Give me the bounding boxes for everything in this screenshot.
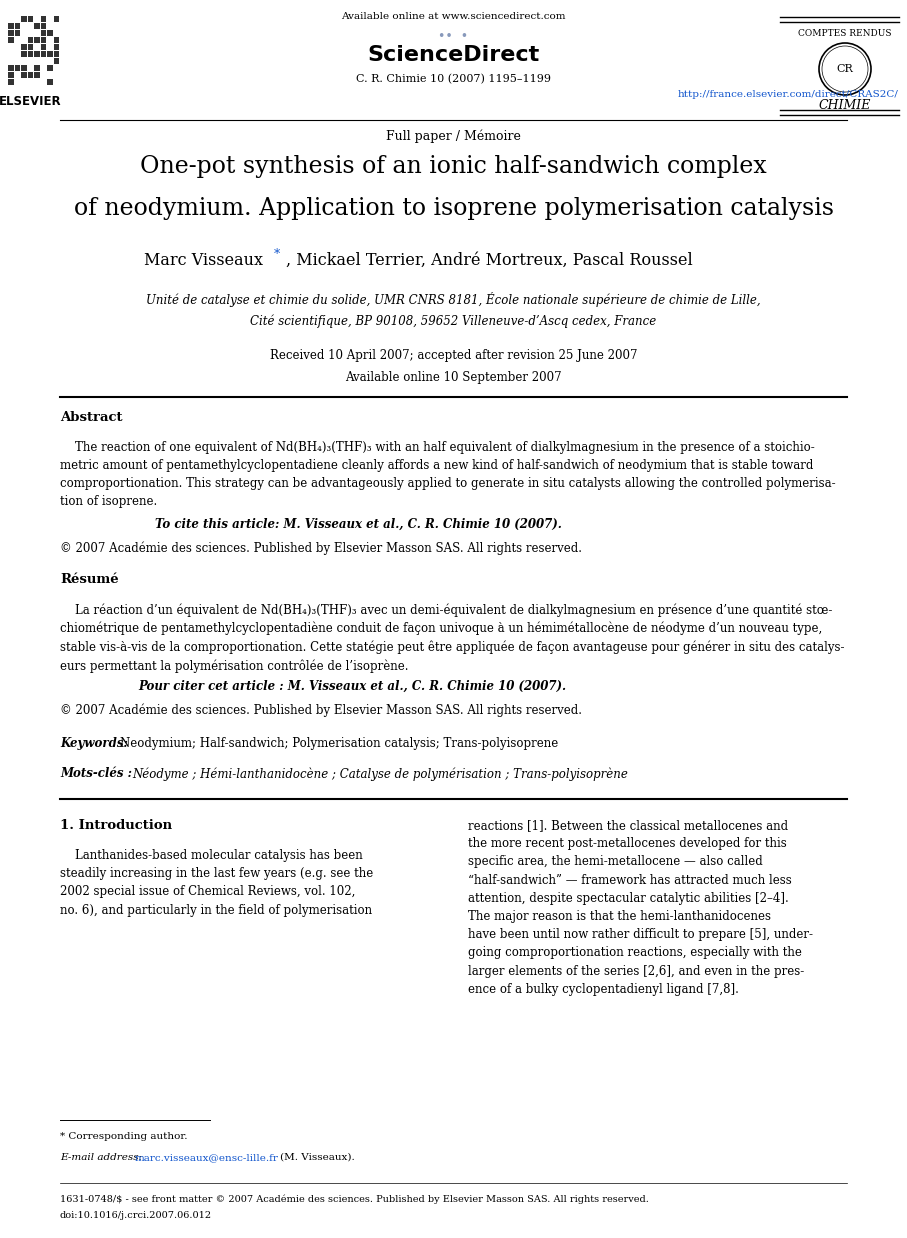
Bar xyxy=(34,24,40,28)
Bar xyxy=(27,51,33,57)
Text: doi:10.1016/j.crci.2007.06.012: doi:10.1016/j.crci.2007.06.012 xyxy=(60,1211,212,1219)
Text: ••  •: •• • xyxy=(438,30,469,43)
Text: E-mail address:: E-mail address: xyxy=(60,1153,142,1162)
Text: © 2007 Académie des sciences. Published by Elsevier Masson SAS. All rights reser: © 2007 Académie des sciences. Published … xyxy=(60,703,582,717)
Text: Neodymium; Half-sandwich; Polymerisation catalysis; Trans-polyisoprene: Neodymium; Half-sandwich; Polymerisation… xyxy=(120,737,558,750)
Text: To cite this article: M. Visseaux et al., C. R. Chimie 10 (2007).: To cite this article: M. Visseaux et al.… xyxy=(155,517,561,531)
Bar xyxy=(41,37,46,43)
Bar xyxy=(41,16,46,22)
Text: Full paper / Mémoire: Full paper / Mémoire xyxy=(386,130,521,144)
Text: Mots-clés :: Mots-clés : xyxy=(60,768,132,780)
Bar xyxy=(27,45,33,50)
Bar xyxy=(41,24,46,28)
Bar xyxy=(54,51,59,57)
Text: Unité de catalyse et chimie du solide, UMR CNRS 8181, École nationale supérieure: Unité de catalyse et chimie du solide, U… xyxy=(146,292,761,307)
Bar xyxy=(21,72,26,78)
Bar xyxy=(8,66,14,71)
Text: of neodymium. Application to isoprene polymerisation catalysis: of neodymium. Application to isoprene po… xyxy=(73,197,834,220)
Text: La réaction d’un équivalent de Nd(BH₄)₃(THF)₃ avec un demi-équivalent de dialkyl: La réaction d’un équivalent de Nd(BH₄)₃(… xyxy=(60,603,844,672)
Text: 1. Introduction: 1. Introduction xyxy=(60,820,172,832)
Bar xyxy=(15,24,20,28)
Text: reactions [1]. Between the classical metallocenes and
the more recent post-metal: reactions [1]. Between the classical met… xyxy=(467,820,813,995)
Text: Marc Visseaux: Marc Visseaux xyxy=(143,253,262,269)
Bar xyxy=(15,30,20,36)
Text: Keywords:: Keywords: xyxy=(60,737,128,750)
Text: COMPTES RENDUS: COMPTES RENDUS xyxy=(798,28,892,38)
Text: ELSEVIER: ELSEVIER xyxy=(0,95,62,108)
Bar xyxy=(21,45,26,50)
Bar xyxy=(21,66,26,71)
Text: ScienceDirect: ScienceDirect xyxy=(367,45,540,66)
Bar xyxy=(54,37,59,43)
Bar xyxy=(41,45,46,50)
Text: http://france.elsevier.com/direct/CRAS2C/: http://france.elsevier.com/direct/CRAS2C… xyxy=(678,90,899,99)
Bar xyxy=(54,45,59,50)
Bar xyxy=(34,72,40,78)
Text: One-pot synthesis of an ionic half-sandwich complex: One-pot synthesis of an ionic half-sandw… xyxy=(141,155,766,178)
Bar xyxy=(21,51,26,57)
Bar xyxy=(27,37,33,43)
Bar xyxy=(54,16,59,22)
Bar xyxy=(41,30,46,36)
Text: marc.visseaux@ensc-lille.fr: marc.visseaux@ensc-lille.fr xyxy=(135,1153,278,1162)
Bar xyxy=(47,51,53,57)
Bar xyxy=(8,79,14,85)
Text: * Corresponding author.: * Corresponding author. xyxy=(60,1132,188,1141)
Bar xyxy=(47,66,53,71)
Text: Résumé: Résumé xyxy=(60,573,119,586)
Bar xyxy=(34,37,40,43)
Bar xyxy=(34,51,40,57)
Text: Available online at www.sciencedirect.com: Available online at www.sciencedirect.co… xyxy=(341,12,566,21)
Text: (M. Visseaux).: (M. Visseaux). xyxy=(280,1153,355,1162)
Text: *: * xyxy=(274,248,279,261)
Text: 1631-0748/$ - see front matter © 2007 Académie des sciences. Published by Elsevi: 1631-0748/$ - see front matter © 2007 Ac… xyxy=(60,1193,649,1203)
Bar xyxy=(21,16,26,22)
Text: Néodyme ; Hémi-lanthanidocène ; Catalyse de polymérisation ; Trans-polyisoprène: Néodyme ; Hémi-lanthanidocène ; Catalyse… xyxy=(132,768,628,780)
Text: © 2007 Académie des sciences. Published by Elsevier Masson SAS. All rights reser: © 2007 Académie des sciences. Published … xyxy=(60,541,582,555)
Text: Available online 10 September 2007: Available online 10 September 2007 xyxy=(346,371,561,384)
Text: The reaction of one equivalent of Nd(BH₄)₃(THF)₃ with an half equivalent of dial: The reaction of one equivalent of Nd(BH₄… xyxy=(60,441,835,508)
Bar xyxy=(54,58,59,64)
Bar xyxy=(8,37,14,43)
Text: Lanthanides-based molecular catalysis has been
steadily increasing in the last f: Lanthanides-based molecular catalysis ha… xyxy=(60,849,374,916)
Text: Abstract: Abstract xyxy=(60,411,122,423)
Bar xyxy=(8,30,14,36)
Text: Cité scientifique, BP 90108, 59652 Villeneuve-d’Ascq cedex, France: Cité scientifique, BP 90108, 59652 Ville… xyxy=(250,314,657,328)
Bar xyxy=(8,72,14,78)
Text: C. R. Chimie 10 (2007) 1195–1199: C. R. Chimie 10 (2007) 1195–1199 xyxy=(356,74,551,84)
Bar xyxy=(27,16,33,22)
Text: CHIMIE: CHIMIE xyxy=(819,99,872,111)
Bar xyxy=(34,66,40,71)
Bar xyxy=(8,24,14,28)
Bar xyxy=(47,79,53,85)
Bar xyxy=(27,72,33,78)
Text: , Mickael Terrier, André Mortreux, Pascal Roussel: , Mickael Terrier, André Mortreux, Pasca… xyxy=(286,253,692,269)
Text: Received 10 April 2007; accepted after revision 25 June 2007: Received 10 April 2007; accepted after r… xyxy=(269,349,638,361)
Bar xyxy=(41,51,46,57)
Bar xyxy=(15,66,20,71)
Text: CR: CR xyxy=(836,64,853,74)
Bar xyxy=(47,30,53,36)
Text: Pour citer cet article : M. Visseaux et al., C. R. Chimie 10 (2007).: Pour citer cet article : M. Visseaux et … xyxy=(138,680,566,693)
